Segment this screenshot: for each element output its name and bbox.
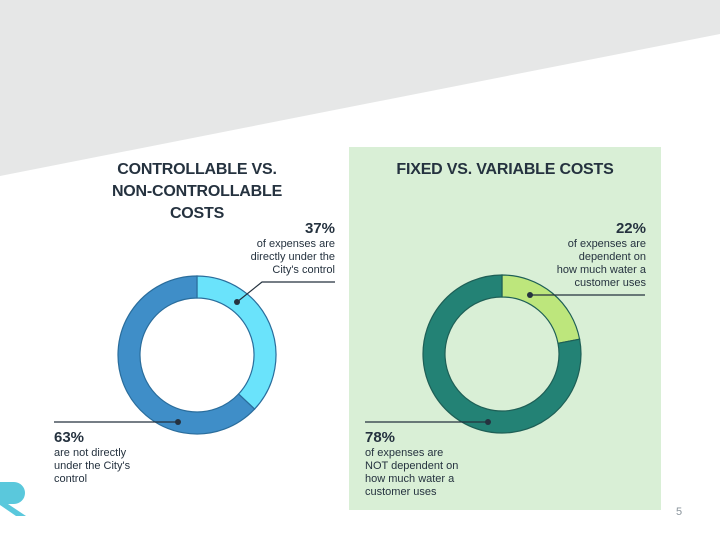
chart-title-line-2: NON-CONTROLLABLE COSTS [111,183,283,222]
donut-0-slice-1 [117,275,256,435]
callout-description: of expenses are dependent on how much wa… [556,238,646,289]
chart-title-line-1: CONTROLLABLE VS. [117,161,277,178]
callout-description: of expenses are directly under the City'… [250,238,335,276]
leader-dot-0-1 [175,419,181,425]
fixed-variable-panel [349,147,661,510]
callout-description: are not directly under the City's contro… [54,447,131,485]
data-label-22: 22% [615,220,646,237]
data-label-37: 37% [304,220,335,237]
callout-variable: 22% of expenses are dependent on how muc… [496,220,646,290]
chart-title-controllable: CONTROLLABLE VS. NON-CONTROLLABLE COSTS [92,159,302,225]
leader-dot-0-0 [234,299,240,305]
callout-non-controllable: 63% are not directly under the City's co… [54,429,204,486]
leader-dot-1-0 [527,292,533,298]
callout-controllable: 37% of expenses are directly under the C… [185,220,335,277]
logo-r-mark-icon [0,482,26,516]
data-label-63: 63% [54,429,85,446]
callout-description: of expenses are NOT dependent on how muc… [365,447,459,498]
donut-1-slice-1 [422,274,582,434]
leader-line-0-0 [236,281,335,303]
page-number: 5 [676,506,683,518]
leader-dot-1-1 [485,419,491,425]
data-label-78: 78% [365,429,396,446]
callout-fixed: 78% of expenses are NOT dependent on how… [365,429,515,499]
chart-title-fixed-variable: FIXED VS. VARIABLE COSTS [396,161,614,178]
donut-0-slice-0 [196,275,277,410]
